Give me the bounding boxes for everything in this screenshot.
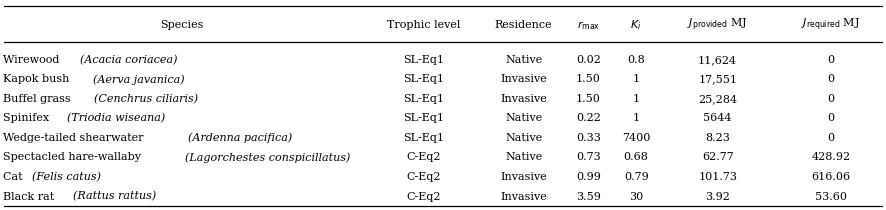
Text: 7400: 7400 (622, 133, 650, 143)
Text: Residence: Residence (494, 20, 553, 30)
Text: 0: 0 (828, 133, 835, 143)
Text: Black rat: Black rat (3, 192, 58, 202)
Text: 428.92: 428.92 (812, 152, 851, 163)
Text: C-Eq2: C-Eq2 (407, 192, 440, 202)
Text: 1: 1 (633, 74, 640, 84)
Text: Kapok bush: Kapok bush (3, 74, 73, 84)
Text: 11,624: 11,624 (698, 55, 737, 65)
Text: 0.68: 0.68 (624, 152, 649, 163)
Text: C-Eq2: C-Eq2 (407, 172, 440, 182)
Text: $r_{\mathrm{max}}$: $r_{\mathrm{max}}$ (577, 19, 600, 32)
Text: (Ardenna pacifica): (Ardenna pacifica) (189, 133, 292, 143)
Text: Spinifex: Spinifex (3, 113, 52, 123)
Text: 3.92: 3.92 (705, 192, 730, 202)
Text: (Acacia coriacea): (Acacia coriacea) (80, 55, 177, 65)
Text: Invasive: Invasive (501, 94, 547, 104)
Text: 1.50: 1.50 (576, 94, 601, 104)
Text: Invasive: Invasive (501, 74, 547, 84)
Text: 8.23: 8.23 (705, 133, 730, 143)
Text: SL-Eq1: SL-Eq1 (403, 113, 444, 123)
Text: 0.73: 0.73 (576, 152, 601, 163)
Text: Wedge-tailed shearwater: Wedge-tailed shearwater (3, 133, 147, 143)
Text: $J_{\mathrm{provided}}$ MJ: $J_{\mathrm{provided}}$ MJ (688, 17, 748, 33)
Text: SL-Eq1: SL-Eq1 (403, 74, 444, 84)
Text: $J_{\mathrm{required}}$ MJ: $J_{\mathrm{required}}$ MJ (801, 17, 861, 33)
Text: Native: Native (505, 55, 542, 65)
Text: Spectacled hare-wallaby: Spectacled hare-wallaby (3, 152, 144, 163)
Text: 1: 1 (633, 113, 640, 123)
Text: Buffel grass: Buffel grass (3, 94, 74, 104)
Text: 17,551: 17,551 (698, 74, 737, 84)
Text: SL-Eq1: SL-Eq1 (403, 55, 444, 65)
Text: 616.06: 616.06 (812, 172, 851, 182)
Text: (Lagorchestes conspicillatus): (Lagorchestes conspicillatus) (185, 152, 351, 163)
Text: 1.50: 1.50 (576, 74, 601, 84)
Text: Native: Native (505, 152, 542, 163)
Text: 25,284: 25,284 (698, 94, 737, 104)
Text: 3.59: 3.59 (576, 192, 601, 202)
Text: Cat: Cat (3, 172, 26, 182)
Text: (Aerva javanica): (Aerva javanica) (93, 74, 184, 85)
Text: 0: 0 (828, 74, 835, 84)
Text: 0.79: 0.79 (624, 172, 649, 182)
Text: 0: 0 (828, 94, 835, 104)
Text: Trophic level: Trophic level (387, 20, 460, 30)
Text: SL-Eq1: SL-Eq1 (403, 133, 444, 143)
Text: 5644: 5644 (703, 113, 732, 123)
Text: 30: 30 (629, 192, 643, 202)
Text: (Felis catus): (Felis catus) (33, 172, 102, 182)
Text: Native: Native (505, 113, 542, 123)
Text: 0.99: 0.99 (576, 172, 601, 182)
Text: 1: 1 (633, 94, 640, 104)
Text: 0: 0 (828, 55, 835, 65)
Text: 0.33: 0.33 (576, 133, 601, 143)
Text: 0: 0 (828, 113, 835, 123)
Text: Native: Native (505, 133, 542, 143)
Text: (Rattus rattus): (Rattus rattus) (74, 191, 157, 202)
Text: Invasive: Invasive (501, 192, 547, 202)
Text: (Cenchrus ciliaris): (Cenchrus ciliaris) (95, 94, 198, 104)
Text: (Triodia wiseana): (Triodia wiseana) (66, 113, 165, 124)
Text: 0.02: 0.02 (576, 55, 601, 65)
Text: 62.77: 62.77 (702, 152, 734, 163)
Text: 101.73: 101.73 (698, 172, 737, 182)
Text: 53.60: 53.60 (815, 192, 847, 202)
Text: SL-Eq1: SL-Eq1 (403, 94, 444, 104)
Text: Wirewood: Wirewood (3, 55, 63, 65)
Text: 0.22: 0.22 (576, 113, 601, 123)
Text: C-Eq2: C-Eq2 (407, 152, 440, 163)
Text: $K_{i}$: $K_{i}$ (631, 18, 641, 32)
Text: Species: Species (160, 20, 203, 30)
Text: 0.8: 0.8 (627, 55, 645, 65)
Text: Invasive: Invasive (501, 172, 547, 182)
